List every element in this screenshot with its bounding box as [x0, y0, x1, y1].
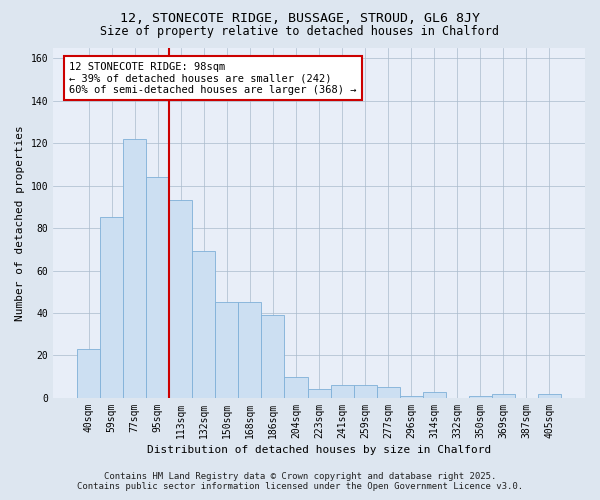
Bar	[262, 315, 284, 398]
Bar	[238, 302, 262, 398]
Bar	[422, 392, 446, 398]
X-axis label: Distribution of detached houses by size in Chalford: Distribution of detached houses by size …	[147, 445, 491, 455]
Text: Contains HM Land Registry data © Crown copyright and database right 2025.
Contai: Contains HM Land Registry data © Crown c…	[77, 472, 523, 491]
Bar	[123, 139, 146, 398]
Bar	[377, 388, 400, 398]
Text: Size of property relative to detached houses in Chalford: Size of property relative to detached ho…	[101, 25, 499, 38]
Text: 12 STONECOTE RIDGE: 98sqm
← 39% of detached houses are smaller (242)
60% of semi: 12 STONECOTE RIDGE: 98sqm ← 39% of detac…	[69, 62, 356, 94]
Bar	[469, 396, 492, 398]
Bar	[400, 396, 422, 398]
Bar	[146, 177, 169, 398]
Bar	[331, 385, 353, 398]
Bar	[284, 376, 308, 398]
Bar	[215, 302, 238, 398]
Bar	[77, 349, 100, 398]
Bar	[193, 252, 215, 398]
Bar	[308, 390, 331, 398]
Y-axis label: Number of detached properties: Number of detached properties	[15, 125, 25, 320]
Text: 12, STONECOTE RIDGE, BUSSAGE, STROUD, GL6 8JY: 12, STONECOTE RIDGE, BUSSAGE, STROUD, GL…	[120, 12, 480, 26]
Bar	[492, 394, 515, 398]
Bar	[538, 394, 561, 398]
Bar	[353, 385, 377, 398]
Bar	[169, 200, 193, 398]
Bar	[100, 218, 123, 398]
